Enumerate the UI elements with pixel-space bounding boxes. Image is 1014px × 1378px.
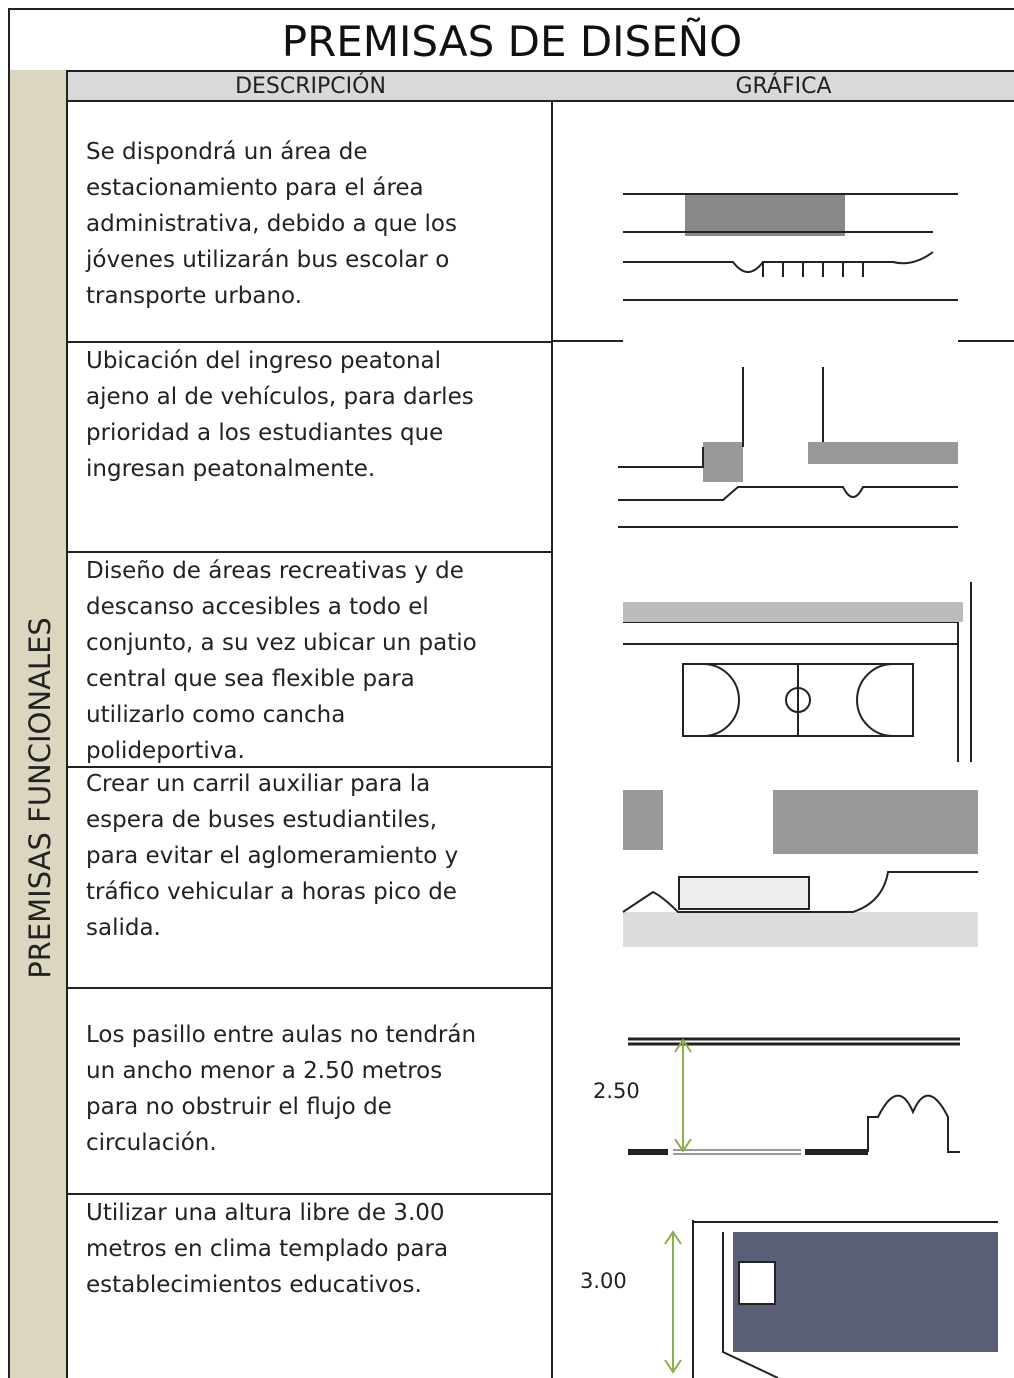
graphics: 2.50 3.00 bbox=[553, 193, 1014, 1378]
dimension-label: 2.50 bbox=[593, 1079, 640, 1103]
description: Utilizar una altura libre de 3.00 metros… bbox=[68, 1193, 553, 1378]
side-label-column: PREMISAS FUNCIONALES bbox=[8, 70, 68, 1378]
description: Ubicación del ingreso peatonal ajeno al … bbox=[68, 341, 553, 553]
side-label: PREMISAS FUNCIONALES bbox=[23, 617, 57, 979]
description: Diseño de áreas recreativas y de descans… bbox=[68, 551, 553, 768]
column-header: GRÁFICA bbox=[553, 72, 1014, 102]
description: Crear un carril auxiliar para la espera … bbox=[68, 766, 553, 989]
dimension-label: 3.00 bbox=[580, 1269, 627, 1293]
column-header: DESCRIPCIÓN bbox=[68, 72, 555, 102]
description: Los pasillo entre aulas no tendrán un an… bbox=[68, 987, 553, 1195]
title: PREMISAS DE DISEÑO bbox=[8, 8, 1014, 72]
description: Se dispondrá un área de estacionamiento … bbox=[68, 102, 553, 343]
